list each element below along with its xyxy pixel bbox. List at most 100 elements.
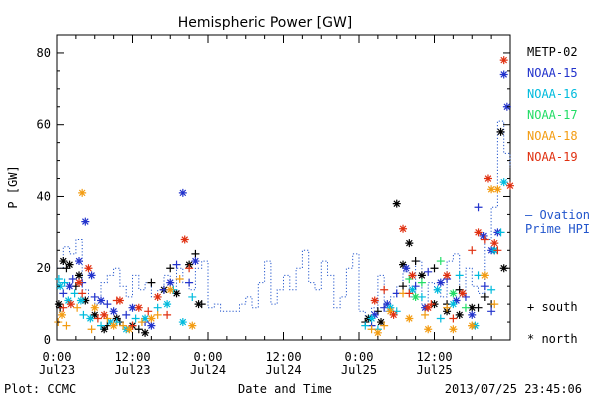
y-axis-label: P [GW]	[6, 165, 20, 208]
data-point	[141, 328, 150, 337]
x-tick-date-label: Jul24	[190, 363, 226, 377]
data-point	[408, 285, 417, 294]
data-point	[141, 314, 150, 323]
x-tick-time-label: 0:00	[194, 350, 223, 364]
data-point	[194, 300, 203, 309]
axes: 0204060800:00Jul2312:00Jul230:00Jul2412:…	[37, 34, 510, 377]
data-point	[109, 307, 118, 316]
data-point	[380, 285, 389, 294]
data-point	[474, 203, 483, 212]
x-tick-date-label: Jul23	[39, 363, 75, 377]
data-point	[125, 325, 134, 334]
data-point	[392, 199, 401, 208]
data-point	[417, 271, 426, 280]
y-tick-label: 20	[37, 261, 51, 275]
data-point	[147, 314, 156, 323]
data-point	[405, 314, 414, 323]
data-point	[178, 318, 187, 327]
data-point	[75, 278, 84, 287]
data-point	[65, 260, 74, 269]
legend-entry: NOAA-18	[527, 129, 578, 143]
data-point	[506, 181, 514, 190]
x-tick-time-label: 0:00	[43, 350, 72, 364]
data-point	[455, 271, 464, 280]
data-point	[93, 314, 102, 323]
x-axis-label: Date and Time	[238, 382, 332, 396]
data-point	[172, 289, 181, 298]
footer-plot-credit: Plot: CCMC	[4, 382, 76, 396]
data-point	[499, 56, 508, 65]
series-noaa-19-north	[66, 56, 514, 319]
x-tick-date-label: Jul23	[114, 363, 150, 377]
x-tick-time-label: 12:00	[416, 350, 452, 364]
data-point	[86, 314, 95, 323]
data-point	[191, 249, 200, 258]
data-point	[436, 314, 445, 323]
data-point	[436, 278, 445, 287]
data-point	[75, 271, 84, 280]
data-point	[54, 275, 63, 283]
data-point	[487, 185, 496, 194]
data-point	[76, 296, 85, 305]
data-point	[58, 310, 67, 319]
data-point	[122, 310, 131, 319]
data-point	[100, 310, 109, 319]
data-point	[66, 300, 75, 309]
data-point	[90, 310, 99, 319]
data-point	[490, 239, 499, 248]
data-point	[405, 239, 414, 248]
data-point	[59, 257, 68, 266]
data-point	[449, 289, 458, 298]
data-point	[383, 300, 392, 309]
data-point	[417, 278, 426, 287]
data-point	[421, 310, 430, 319]
data-point	[70, 289, 79, 298]
data-point	[134, 325, 143, 334]
data-point	[59, 289, 68, 298]
ovation-label-line1: — Ovation	[525, 208, 590, 222]
x-tick-date-label: Jul24	[265, 363, 301, 377]
data-point	[455, 310, 464, 319]
data-point	[131, 314, 140, 323]
legend: METP-02 NOAA-15 NOAA-16 NOAA-17 NOAA-18 NOAA-…	[527, 45, 578, 164]
ovation-label-line2: Prime HPI	[525, 222, 590, 236]
chart-title: Hemispheric Power [GW]	[178, 15, 353, 31]
data-point	[60, 278, 69, 287]
data-point	[405, 289, 414, 298]
data-point	[188, 292, 197, 301]
data-point	[502, 102, 511, 111]
data-point	[75, 257, 84, 266]
data-point	[443, 303, 452, 312]
data-point	[166, 264, 175, 273]
data-point	[399, 282, 408, 291]
data-point	[178, 188, 187, 197]
footer-timestamp: 2013/07/25 23:45:06	[445, 382, 582, 396]
series-metp-02-north	[54, 127, 508, 337]
data-point	[461, 303, 470, 312]
data-point	[185, 278, 194, 287]
data-point	[81, 296, 90, 305]
data-point	[90, 292, 99, 301]
data-point	[468, 310, 477, 319]
data-point	[370, 310, 379, 319]
data-point	[90, 303, 99, 312]
data-point	[411, 257, 420, 266]
data-point	[87, 271, 96, 280]
series-noaa-19-south	[59, 235, 502, 330]
plot-frame	[56, 34, 511, 341]
data-point	[479, 231, 488, 240]
x-tick-time-label: 12:00	[265, 350, 301, 364]
data-point	[100, 325, 109, 334]
data-point	[496, 127, 505, 136]
data-point	[490, 300, 499, 309]
satellite-points	[54, 56, 514, 337]
data-point	[430, 264, 439, 273]
data-point	[188, 321, 197, 330]
series-noaa-18-north	[58, 185, 502, 337]
data-point	[367, 325, 376, 334]
data-point	[386, 307, 395, 316]
data-point	[480, 271, 489, 280]
data-point	[128, 321, 137, 330]
data-point	[185, 264, 194, 273]
